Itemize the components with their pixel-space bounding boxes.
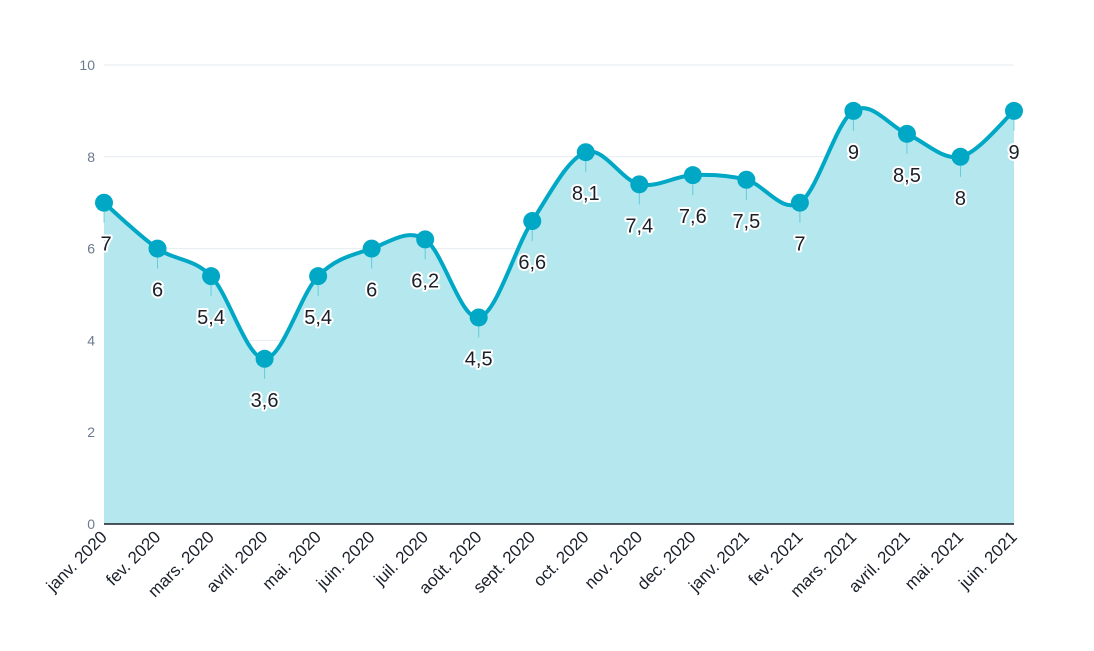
y-tick-label: 2 bbox=[87, 424, 95, 440]
data-label: 6 bbox=[152, 280, 163, 302]
data-point[interactable] bbox=[416, 230, 435, 249]
data-point[interactable] bbox=[362, 239, 381, 258]
x-tick-label: mai. 2020 bbox=[259, 527, 325, 593]
x-tick-label: janv. 2020 bbox=[42, 527, 111, 596]
data-point[interactable] bbox=[1005, 101, 1023, 120]
y-tick-label: 0 bbox=[87, 516, 95, 532]
area-fill bbox=[104, 108, 1014, 524]
data-label: 8 bbox=[955, 188, 966, 210]
data-label: 5,4 bbox=[197, 307, 225, 329]
data-point[interactable] bbox=[523, 212, 542, 231]
data-point[interactable] bbox=[951, 147, 970, 166]
data-label: 6,6 bbox=[518, 252, 546, 274]
data-label: 6,2 bbox=[411, 270, 439, 292]
data-point[interactable] bbox=[576, 143, 595, 162]
data-label: 9 bbox=[1008, 142, 1019, 164]
data-point[interactable] bbox=[309, 267, 328, 286]
x-tick-label: juin. 2021 bbox=[955, 527, 1021, 593]
data-point[interactable] bbox=[148, 239, 167, 258]
y-tick-label: 10 bbox=[79, 57, 95, 73]
data-label: 7,6 bbox=[679, 206, 707, 228]
area-fill-layer bbox=[104, 108, 1014, 525]
data-point[interactable] bbox=[683, 166, 702, 185]
data-label: 4,5 bbox=[465, 348, 493, 370]
data-point[interactable] bbox=[790, 193, 809, 212]
data-label: 7,4 bbox=[625, 215, 653, 237]
points-layer bbox=[95, 101, 1023, 379]
data-point[interactable] bbox=[469, 308, 488, 327]
x-tick-label: juin. 2020 bbox=[312, 527, 378, 593]
data-label: 8,1 bbox=[572, 183, 600, 205]
data-label: 5,4 bbox=[304, 307, 332, 329]
data-point[interactable] bbox=[255, 349, 274, 368]
data-point[interactable] bbox=[630, 175, 649, 194]
y-tick-label: 8 bbox=[87, 149, 95, 165]
y-tick-label: 6 bbox=[87, 241, 95, 257]
y-tick-label: 4 bbox=[87, 332, 95, 348]
data-label: 8,5 bbox=[893, 165, 921, 187]
data-label: 9 bbox=[848, 142, 859, 164]
data-point[interactable] bbox=[897, 124, 916, 143]
y-axis: 0 2 4 6 8 10 bbox=[79, 57, 95, 532]
data-label: 7,5 bbox=[732, 211, 760, 233]
data-labels-layer: 7 6 5,4 3,6 5,4 6 6,2 4,5 6,6 8,1 7,4 7,6 7,5 7 9 8,5 8 9 bbox=[98, 140, 1021, 414]
data-point[interactable] bbox=[737, 170, 756, 189]
data-point[interactable] bbox=[844, 101, 863, 120]
x-tick-label: mai. 2021 bbox=[901, 527, 967, 593]
data-label: 7 bbox=[794, 234, 805, 256]
data-point[interactable] bbox=[202, 267, 221, 286]
data-point[interactable] bbox=[95, 193, 113, 212]
data-label: 6 bbox=[366, 280, 377, 302]
data-label: 3,6 bbox=[251, 390, 279, 412]
data-label: 7 bbox=[100, 234, 111, 256]
